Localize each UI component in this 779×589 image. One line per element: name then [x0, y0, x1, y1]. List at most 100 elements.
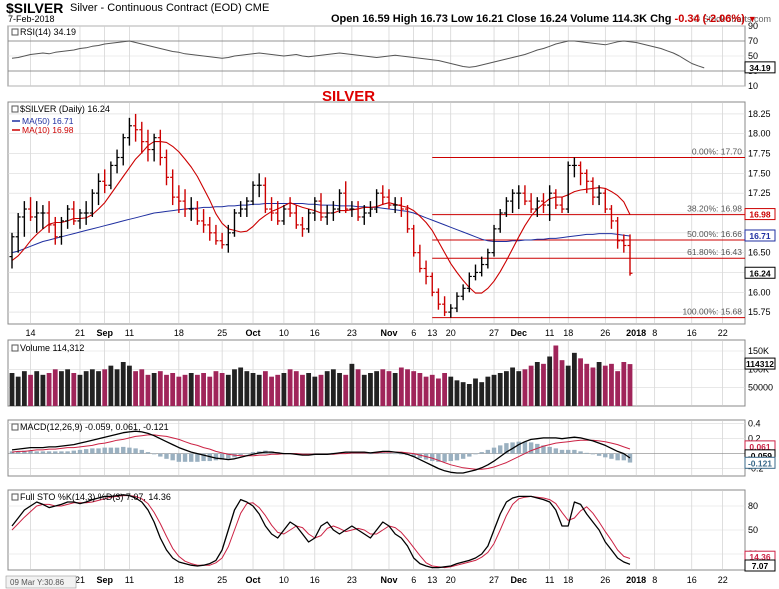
macd-signal-last-value: 0.061	[749, 442, 771, 452]
macd-panel-title: MACD(12,26,9) -0.059, 0.061, -0.121	[20, 422, 169, 432]
macd-histogram-bar	[559, 449, 565, 454]
fib-level-label: 38.20%: 16.98	[687, 204, 742, 214]
y-tick-label: 0.2	[748, 434, 761, 444]
x-tick-label: Dec	[511, 575, 528, 585]
y-tick-label: 0.4	[748, 419, 761, 429]
macd-histogram-bar	[83, 449, 89, 454]
fib-level-label: 0.00%: 17.70	[692, 147, 742, 157]
sto-k-line	[11, 494, 631, 569]
volume-bar	[176, 376, 182, 406]
volume-bar	[133, 371, 138, 406]
macd-histogram-bar	[504, 443, 509, 454]
close-label: Close	[506, 13, 537, 25]
volume-bar	[380, 369, 386, 406]
macd-histogram-bar	[182, 453, 188, 462]
y-tick-label: 90	[748, 21, 758, 31]
volume-bar	[374, 371, 380, 406]
close-value: 16.24	[539, 13, 568, 25]
volume-bar	[621, 362, 627, 406]
volume-bar	[306, 373, 312, 406]
volume-panel-title: Volume 114,312	[20, 343, 84, 353]
macd-histogram-bar	[77, 449, 83, 454]
volume-bar	[300, 374, 305, 406]
volume-bar	[89, 369, 95, 406]
y-tick-label: 50000	[748, 383, 773, 393]
volume-bar	[201, 373, 206, 406]
macd-histogram-bar	[528, 442, 534, 454]
macd-histogram-bar	[553, 448, 559, 454]
macd-histogram-bar	[114, 447, 120, 454]
volume-bar	[497, 373, 503, 406]
down-arrow-icon: ▼	[747, 14, 757, 24]
volume-bar	[145, 374, 151, 406]
macd-histogram-bar	[454, 453, 460, 461]
x-tick-label: Nov	[380, 575, 397, 585]
x-tick-label: 13	[427, 328, 437, 338]
macd-histogram-bar	[139, 449, 144, 454]
ma10-last-value-box	[744, 208, 776, 221]
open-value: 16.59	[362, 13, 390, 25]
x-tick-label: 26	[600, 575, 610, 585]
x-tick-label: Sep	[96, 575, 113, 585]
macd-histogram-bar	[460, 453, 466, 459]
symbol-ticker: $SILVER	[6, 0, 64, 16]
macd-histogram-bar	[71, 450, 76, 454]
x-tick-label: 23	[347, 575, 357, 585]
low-value: 16.21	[475, 13, 504, 25]
x-tick-label: 16	[310, 575, 320, 585]
macd-histogram-bar	[392, 453, 398, 455]
volume-label: Volume	[570, 13, 610, 25]
y-tick-label: 150K	[748, 346, 769, 356]
x-tick-label: 18	[563, 328, 573, 338]
macd-histogram-bar	[479, 452, 484, 454]
macd-histogram-bar	[133, 448, 138, 454]
macd-histogram-bar	[417, 453, 423, 459]
macd-histogram-bar	[603, 453, 608, 458]
x-tick-label: 20	[446, 328, 456, 338]
volume-bar	[28, 374, 33, 406]
volume-bar	[565, 365, 571, 406]
volume-last-value: 114312	[746, 359, 774, 369]
x-tick-label: 10	[279, 328, 289, 338]
instrument-name: Silver - Continuous Contract (EOD)	[70, 2, 242, 14]
macd-histogram-bar	[609, 453, 614, 459]
volume-bar	[114, 369, 120, 406]
x-tick-label: 22	[718, 328, 728, 338]
macd-histogram-bar	[189, 453, 194, 462]
y-tick-label: 17.75	[748, 149, 771, 159]
macd-histogram-bar	[442, 453, 447, 462]
volume-bar	[164, 374, 169, 406]
macd-histogram-bar	[627, 453, 633, 463]
x-tick-label: 16	[310, 328, 320, 338]
legend-swatch	[11, 105, 19, 113]
volume-bar	[454, 380, 460, 406]
legend-swatch	[11, 423, 19, 431]
macd-histogram-bar	[145, 452, 151, 454]
macd-histogram-bar	[176, 453, 182, 462]
macd-histogram-bar	[566, 449, 571, 454]
macd-histogram-bar	[201, 453, 206, 462]
volume-bar	[9, 373, 15, 406]
ma50-last-value: 16.71	[749, 231, 771, 241]
chart-date: 7-Feb-2018	[8, 14, 55, 24]
volume-bar	[207, 376, 213, 406]
macd-histogram-bar	[485, 449, 491, 454]
x-tick-label: 2018	[626, 328, 646, 338]
y-tick-label: 18.25	[748, 109, 771, 119]
volume-bar	[65, 369, 71, 406]
macd-histogram-bar	[380, 452, 385, 454]
y-tick-label: 10	[748, 81, 758, 91]
rsi-line	[11, 40, 705, 69]
volume-bar	[256, 374, 262, 406]
volume-bar	[609, 363, 614, 406]
macd-histogram-bar	[40, 451, 46, 454]
low-label: Low	[450, 13, 473, 25]
macd-histogram-bar	[9, 451, 15, 454]
y-tick-label: 80	[748, 501, 758, 511]
y-tick-label: 50	[748, 525, 758, 535]
volume-bar	[330, 369, 336, 406]
legend-swatch	[11, 28, 19, 36]
sto-panel-title: Full STO %K(14,3) %D(3) 7.07, 14.36	[20, 492, 171, 502]
macd-histogram-bar	[343, 452, 348, 454]
